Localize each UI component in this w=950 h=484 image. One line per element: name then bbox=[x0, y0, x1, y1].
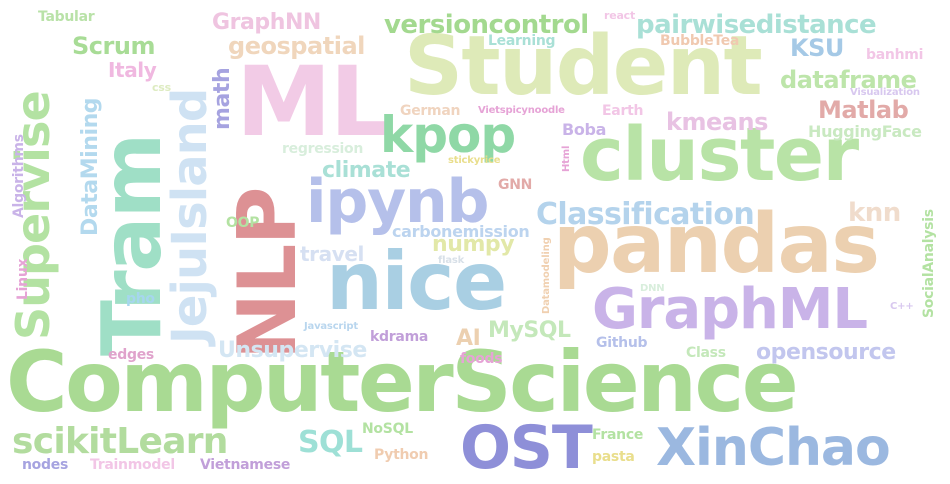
word-climate: climate bbox=[322, 158, 411, 183]
word-nosql: NoSQL bbox=[362, 421, 413, 437]
word-trainmodel: Trainmodel bbox=[90, 457, 175, 473]
word-flask: flask bbox=[438, 255, 465, 266]
word-gnn: GNN bbox=[498, 177, 533, 193]
word-dnn: DNN bbox=[640, 283, 665, 294]
word-kdrama: kdrama bbox=[370, 329, 429, 345]
word-opensource: opensource bbox=[756, 340, 896, 365]
word-datamodeling: Datamodeling bbox=[541, 237, 552, 314]
word-linux: Linux bbox=[15, 258, 31, 300]
word-graphml: GraphML bbox=[592, 277, 868, 342]
word-scrum: Scrum bbox=[72, 32, 156, 60]
word-javascript: Javascript bbox=[304, 321, 358, 332]
word-class: Class bbox=[686, 345, 726, 361]
word-css: css bbox=[152, 81, 171, 94]
word-matlab: Matlab bbox=[818, 96, 909, 124]
word-ml: ML bbox=[236, 46, 391, 158]
word-pairwisedistance: pairwisedistance bbox=[636, 10, 877, 40]
word-boba: Boba bbox=[562, 120, 607, 139]
word-italy: Italy bbox=[108, 58, 157, 82]
word-vietspicynoodle: Vietspicynoodle bbox=[478, 105, 565, 116]
word-travel: travel bbox=[300, 242, 364, 266]
word-ai: AI bbox=[456, 326, 481, 351]
word-german: German bbox=[400, 103, 461, 119]
word-numpy: numpy bbox=[432, 232, 515, 257]
word-xinchao: XinChao bbox=[656, 418, 891, 478]
word-tabular: Tabular bbox=[38, 9, 95, 25]
word-foods: foods bbox=[460, 351, 503, 367]
word-ksu: KSU bbox=[790, 34, 844, 62]
word-bubbletea: BubbleTea bbox=[660, 33, 740, 49]
word-scikitlearn: scikitLearn bbox=[12, 421, 228, 462]
word-pasta: pasta bbox=[592, 449, 635, 465]
word-math: math bbox=[210, 67, 235, 130]
word-cluster: cluster bbox=[580, 112, 859, 198]
word-kpop: kpop bbox=[380, 106, 516, 164]
word-sql: SQL bbox=[298, 425, 363, 460]
word-versioncontrol: versioncontrol bbox=[384, 10, 589, 40]
word-socialanalysis: SocialAnalysis bbox=[921, 209, 937, 318]
word-github: Github bbox=[596, 335, 648, 351]
word-classification: Classification bbox=[536, 197, 755, 232]
word-banhmi: banhmi bbox=[866, 47, 924, 63]
word-huggingface: HuggingFace bbox=[808, 122, 922, 141]
word-nice: nice bbox=[326, 235, 507, 328]
word-edges: edges bbox=[108, 347, 154, 363]
word-oop: OOP bbox=[226, 215, 260, 231]
word-carbonemission: carbonemission bbox=[392, 222, 530, 241]
word-cpp: C++ bbox=[890, 301, 914, 312]
word-visualization: Visualization bbox=[850, 87, 920, 98]
word-geospatial: geospatial bbox=[228, 32, 365, 60]
word-france: France bbox=[592, 427, 644, 443]
word-pandas: pandas bbox=[553, 197, 880, 292]
word-python: Python bbox=[374, 447, 429, 463]
word-datamining: DataMining bbox=[78, 97, 103, 236]
word-nlp: NLP bbox=[221, 188, 314, 360]
word-knn: knn bbox=[848, 198, 901, 228]
word-html: Html bbox=[561, 145, 572, 172]
word-stickyrice: stickyrice bbox=[448, 155, 501, 166]
word-earth: Earth bbox=[602, 103, 644, 119]
word-dataframe: dataframe bbox=[780, 66, 917, 94]
word-graphnn: GraphNN bbox=[212, 10, 321, 35]
word-vietnamese: Vietnamese bbox=[200, 457, 291, 473]
word-ost: OST bbox=[460, 413, 593, 483]
word-regression: regression bbox=[282, 141, 364, 157]
word-learning: Learning bbox=[488, 33, 556, 49]
word-mysql: MySQL bbox=[488, 318, 571, 343]
word-kmeans: kmeans bbox=[666, 108, 768, 136]
word-jejuisland: JejuIsland bbox=[162, 88, 218, 344]
word-computerscience: ComputerScience bbox=[6, 333, 799, 431]
word-unsupervise: Unsupervise bbox=[218, 338, 367, 363]
word-algorithms: Algorithms bbox=[11, 134, 27, 218]
word-pho: pho bbox=[126, 291, 155, 307]
word-ipynb: ipynb bbox=[306, 167, 489, 237]
word-react: react bbox=[604, 9, 635, 22]
word-nodes: nodes bbox=[22, 457, 69, 473]
word-student: Student bbox=[404, 19, 763, 114]
